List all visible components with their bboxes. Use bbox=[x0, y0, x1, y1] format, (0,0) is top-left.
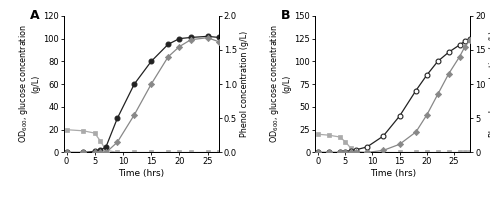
Text: B: B bbox=[281, 9, 291, 22]
Text: A: A bbox=[29, 9, 39, 22]
Y-axis label: Phenol concentration (g/L): Phenol concentration (g/L) bbox=[489, 31, 490, 137]
Y-axis label: OD$_{600}$, glucose concentration
(g/L): OD$_{600}$, glucose concentration (g/L) bbox=[269, 25, 292, 143]
Y-axis label: Phenol concentration (g/L): Phenol concentration (g/L) bbox=[240, 31, 249, 137]
Y-axis label: OD$_{600}$, glucose concentration
(g/L): OD$_{600}$, glucose concentration (g/L) bbox=[17, 25, 40, 143]
X-axis label: Time (hrs): Time (hrs) bbox=[118, 169, 164, 178]
X-axis label: Time (hrs): Time (hrs) bbox=[370, 169, 416, 178]
